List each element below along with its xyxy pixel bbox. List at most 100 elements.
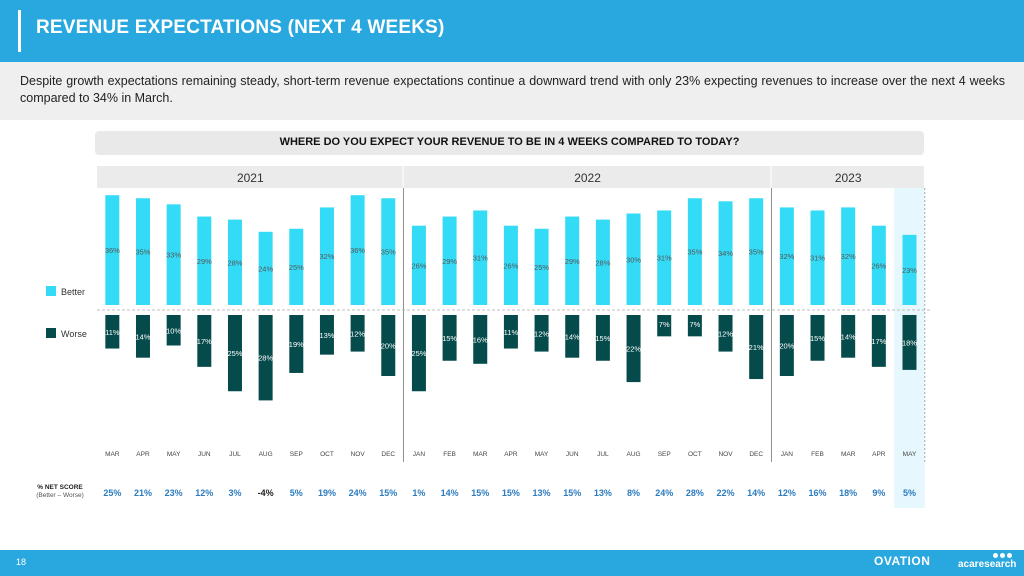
worse-data-label: 18%: [902, 338, 917, 347]
worse-data-label: 25%: [411, 349, 426, 358]
worse-bar: [810, 315, 825, 361]
month-tick-label: JAN: [781, 451, 794, 458]
logo-dot-icon: [993, 553, 998, 558]
better-bar: [197, 216, 212, 305]
net-score-value: 19%: [318, 488, 336, 498]
worse-data-label: 13%: [319, 331, 334, 340]
month-tick-label: MAY: [535, 451, 549, 458]
month-tick-label: APR: [504, 451, 518, 458]
worse-data-label: 7%: [659, 320, 670, 329]
better-data-label: 35%: [135, 248, 150, 257]
worse-bar: [595, 315, 610, 361]
worse-bar: [289, 315, 304, 373]
ovation-logo: OVATION: [874, 554, 931, 568]
month-tick-label: JAN: [413, 451, 426, 458]
better-data-label: 35%: [749, 248, 764, 257]
month-tick-label: JUL: [229, 451, 241, 458]
better-bar: [105, 195, 120, 305]
better-data-label: 28%: [227, 258, 242, 267]
month-tick-label: MAY: [903, 451, 917, 458]
worse-data-label: 19%: [289, 340, 304, 349]
header-accent-bar: [18, 10, 21, 52]
worse-data-label: 15%: [595, 334, 610, 343]
worse-data-label: 25%: [227, 349, 242, 358]
year-band: [771, 166, 924, 188]
better-bar: [810, 210, 825, 305]
month-tick-label: MAR: [105, 451, 120, 458]
worse-data-label: 14%: [841, 332, 856, 341]
net-score-value: 12%: [195, 488, 213, 498]
worse-bar: [534, 315, 549, 352]
year-band: [97, 166, 403, 188]
better-data-label: 35%: [687, 248, 702, 257]
net-score-value: 23%: [165, 488, 183, 498]
better-data-label: 31%: [810, 254, 825, 263]
worse-data-label: 17%: [871, 337, 886, 346]
worse-bar: [105, 315, 120, 349]
worse-data-label: 14%: [565, 332, 580, 341]
better-bar: [319, 207, 334, 305]
net-score-value: 15%: [502, 488, 520, 498]
worse-data-label: 11%: [504, 328, 519, 337]
better-bar: [626, 213, 641, 305]
worse-bar: [749, 315, 764, 380]
worse-bar: [626, 315, 641, 383]
net-score-value: 16%: [809, 488, 827, 498]
chart-title: WHERE DO YOU EXPECT YOUR REVENUE TO BE I…: [279, 136, 740, 148]
year-label: 2021: [237, 171, 264, 185]
month-tick-label: FEB: [443, 451, 456, 458]
month-tick-label: MAR: [841, 451, 856, 458]
month-tick-label: OCT: [688, 451, 702, 458]
worse-bar: [411, 315, 426, 392]
logo-dot-icon: [1000, 553, 1005, 558]
net-score-value: 5%: [903, 488, 916, 498]
better-bar: [595, 219, 610, 305]
worse-data-label: 21%: [749, 343, 764, 352]
worse-data-label: 12%: [350, 329, 365, 338]
worse-bar: [166, 315, 181, 346]
month-tick-label: MAY: [167, 451, 181, 458]
worse-bar: [779, 315, 794, 376]
better-bar: [902, 234, 917, 305]
better-data-label: 31%: [657, 254, 672, 263]
net-score-value: 5%: [290, 488, 303, 498]
net-score-value: 15%: [471, 488, 489, 498]
worse-data-label: 7%: [689, 320, 700, 329]
better-data-label: 31%: [473, 254, 488, 263]
net-score-value: 22%: [717, 488, 735, 498]
footer-banner: [0, 550, 1024, 576]
worse-data-label: 22%: [626, 345, 641, 354]
net-score-value: 9%: [872, 488, 885, 498]
worse-bar: [687, 315, 702, 337]
worse-bar: [503, 315, 518, 349]
summary-text: Despite growth expectations remaining st…: [20, 74, 1005, 105]
worse-bar: [718, 315, 733, 352]
net-score-label-title: % NET SCORE: [37, 484, 83, 491]
better-bar: [166, 204, 181, 305]
better-data-label: 29%: [442, 257, 457, 266]
better-bar: [411, 225, 426, 305]
worse-data-label: 16%: [473, 335, 488, 344]
month-tick-label: JUN: [198, 451, 211, 458]
better-bar: [289, 228, 304, 305]
net-score-value: 28%: [686, 488, 704, 498]
better-data-label: 24%: [258, 264, 273, 273]
net-score-value: 21%: [134, 488, 152, 498]
better-data-label: 32%: [841, 252, 856, 261]
month-tick-label: OCT: [320, 451, 334, 458]
worse-bar: [381, 315, 396, 376]
better-bar: [565, 216, 580, 305]
net-score-value: 12%: [778, 488, 796, 498]
worse-bar: [258, 315, 273, 401]
page-number: 18: [16, 557, 27, 567]
worse-data-label: 15%: [442, 334, 457, 343]
better-bar: [718, 201, 733, 305]
better-data-label: 35%: [381, 248, 396, 257]
month-tick-label: APR: [136, 451, 150, 458]
question-box: [95, 131, 924, 155]
better-data-label: 25%: [289, 263, 304, 272]
better-bar: [657, 210, 672, 305]
net-score-value: 15%: [563, 488, 581, 498]
worse-bar: [565, 315, 580, 358]
header-banner: REVENUE EXPECTATIONS (NEXT 4 WEEKS): [0, 0, 1024, 62]
